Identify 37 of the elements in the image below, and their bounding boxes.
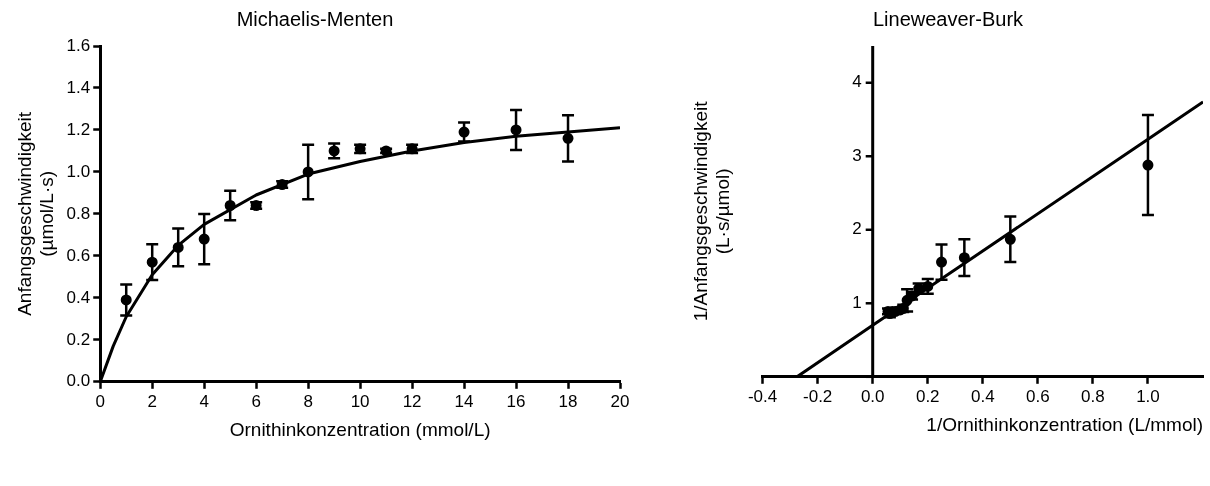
x-tick-label: -0.4 [747,386,778,406]
y-tick-label: 4 [852,72,862,92]
y-tick-label: 1.2 [66,119,91,139]
y-axis-title: Anfangsgeschwindigkeit (µmol/L·s) [13,111,58,316]
x-tick-label: 6 [251,391,261,411]
x-tick-label: 20 [610,391,630,411]
x-tick-label: -0.2 [803,386,833,406]
x-tick-label: 2 [147,391,157,411]
y-tick-label: 2 [852,219,862,239]
x-tick-label: 1.0 [1136,386,1160,406]
x-tick-label: 12 [402,391,422,411]
x-tick-label: 0.6 [1026,386,1050,406]
x-tick-label: 0.2 [915,386,940,406]
y-tick-label: 0.0 [66,371,91,391]
x-tick-label: 8 [303,391,313,411]
x-tick-label: 14 [454,391,474,411]
x-tick-label: 0.4 [970,386,995,406]
y-tick-label: 0.6 [66,245,91,265]
y-tick-label: 3 [852,145,862,165]
x-tick-label: 0.8 [1081,386,1105,406]
chart-title: Michaelis-Menten [236,7,394,30]
y-tick-label: 0.2 [66,329,91,349]
x-tick-label: 10 [350,391,370,411]
y-tick-label: 0.8 [66,203,91,223]
y-tick-label: 1 [852,292,862,312]
chart-title: Lineweaver-Burk [872,7,1025,30]
x-tick-label: 16 [506,391,526,411]
y-tick-label: 1.6 [66,35,91,55]
x-axis-title: 1/Ornithinkonzentration (L/mmol) [926,413,1203,435]
y-tick-label: 1.0 [66,161,91,181]
x-tick-label: 4 [199,391,209,411]
y-axis-title: 1/Anfangsgeschwindigkeit (L·s/µmol) [689,100,734,322]
x-axis-title: Ornithinkonzentration (mmol/L) [229,418,491,440]
y-tick-label: 0.4 [66,287,91,307]
x-tick-label: 0 [95,391,105,411]
y-tick-label: 1.4 [66,77,91,97]
x-tick-label: 18 [558,391,578,411]
